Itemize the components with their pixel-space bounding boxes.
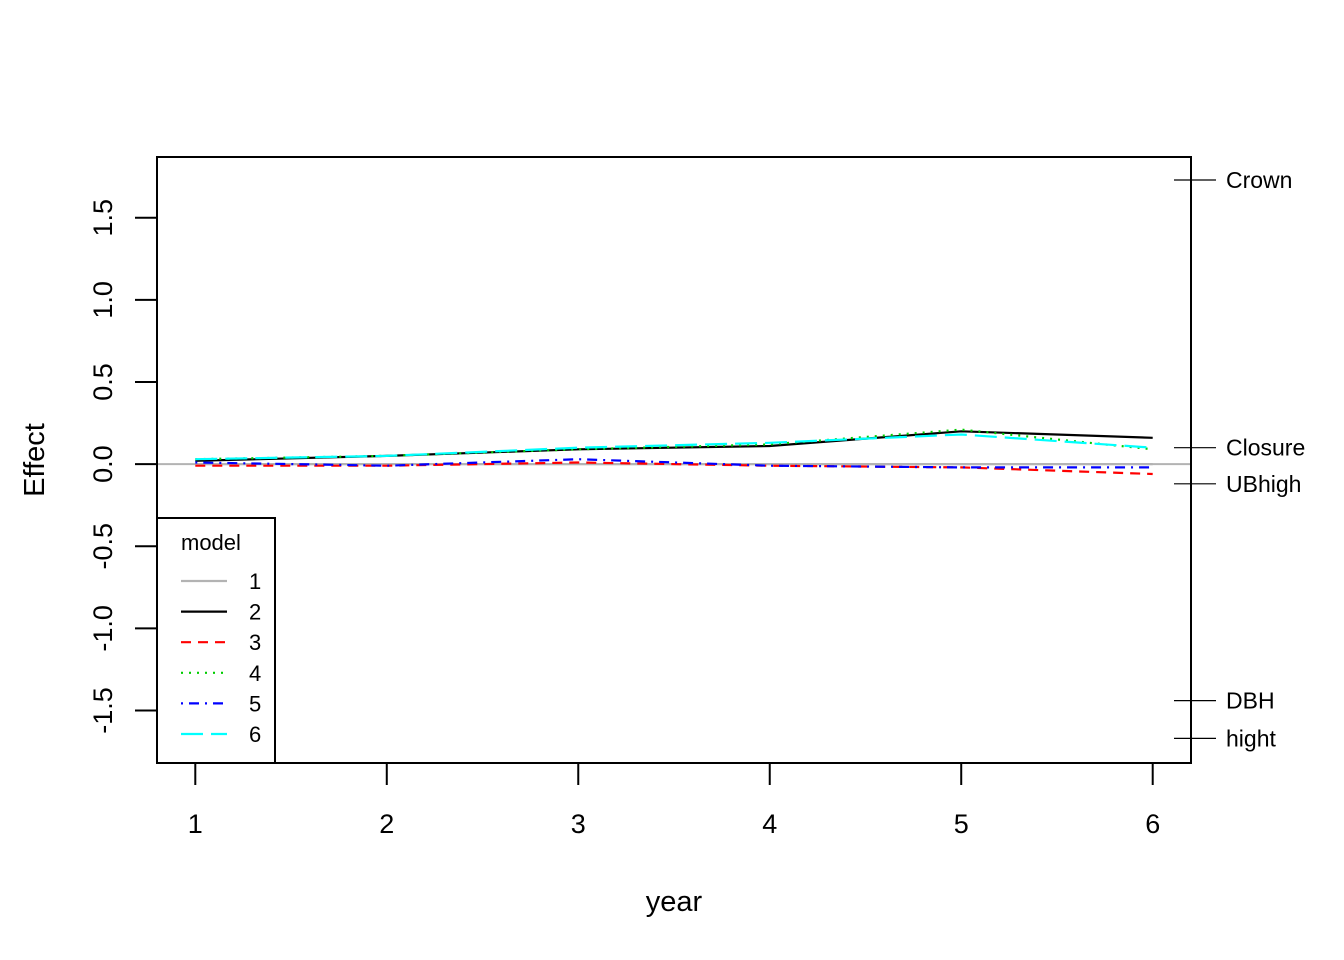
legend-label: 5 (249, 691, 261, 716)
y-axis: -1.5 -1.0 -0.5 0.0 0.5 1.0 1.5 (88, 199, 158, 734)
side-label: hight (1226, 725, 1276, 751)
x-tick-label: 2 (379, 809, 394, 839)
x-axis-title: year (646, 886, 703, 918)
series-line-5 (195, 458, 1153, 469)
y-tick-label: -1.5 (88, 687, 118, 734)
x-tick-label: 6 (1145, 809, 1160, 839)
y-tick-label: 1.5 (88, 199, 118, 237)
legend-label: 2 (249, 600, 261, 625)
legend-label: 3 (249, 630, 261, 655)
legend-label: 6 (249, 722, 261, 747)
y-tick-label: 0.5 (88, 363, 118, 401)
y-axis-title: Effect (19, 423, 51, 497)
series-line-2 (195, 430, 1153, 462)
side-label-group: Crown Closure UBhigh DBH hight (1174, 167, 1305, 751)
legend-title: model (181, 530, 241, 555)
plot-frame (156, 156, 1192, 764)
series-line-4 (195, 428, 1153, 461)
series-layer (157, 428, 1191, 476)
side-label: Crown (1226, 167, 1292, 193)
x-tick-label: 3 (571, 809, 586, 839)
x-axis: 1 2 3 4 5 6 (188, 762, 1160, 839)
legend: model 1 2 3 4 5 6 (156, 517, 276, 764)
side-label: DBH (1226, 688, 1275, 714)
y-tick-label: 1.0 (88, 281, 118, 319)
x-tick-label: 5 (954, 809, 969, 839)
side-label: UBhigh (1226, 471, 1301, 497)
legend-box (156, 517, 276, 764)
series-line-6 (195, 433, 1153, 461)
y-tick-label: 0.0 (88, 445, 118, 483)
legend-label: 4 (249, 661, 261, 686)
legend-label: 1 (249, 569, 261, 594)
x-tick-label: 4 (762, 809, 777, 839)
y-tick-label: -1.0 (88, 605, 118, 652)
x-tick-label: 1 (188, 809, 203, 839)
side-label: Closure (1226, 435, 1305, 461)
y-tick-label: -0.5 (88, 523, 118, 570)
